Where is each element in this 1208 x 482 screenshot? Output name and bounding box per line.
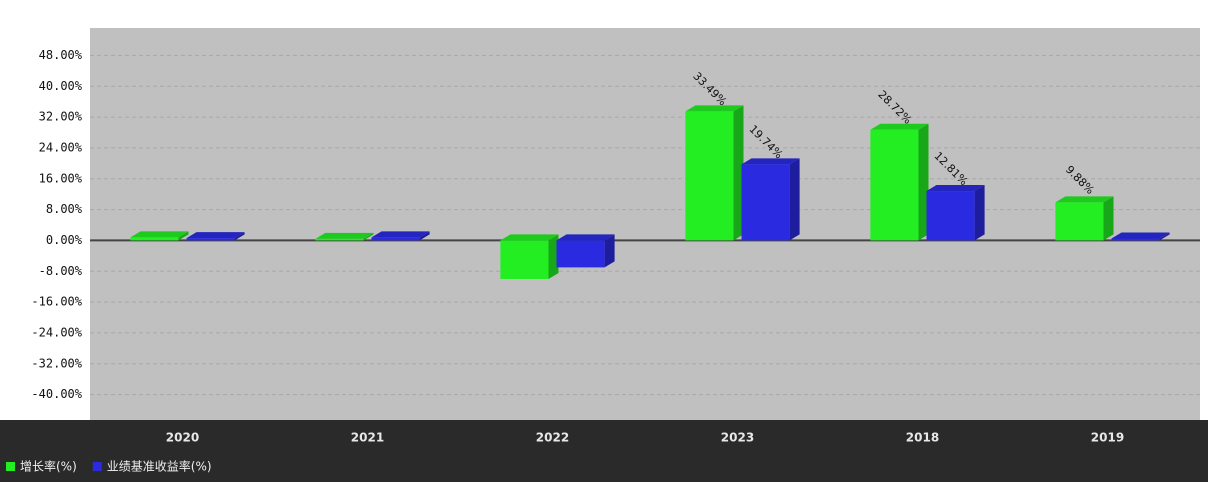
bar [556, 240, 605, 268]
bar [130, 237, 179, 241]
bar-top [741, 158, 800, 165]
bar-side [1103, 196, 1114, 241]
y-tick-label: 48.00% [39, 48, 83, 62]
bar [500, 240, 549, 279]
bar-side [363, 232, 374, 241]
bar [186, 238, 235, 241]
bar [371, 237, 420, 241]
bar-top [870, 123, 929, 130]
bar-top [685, 105, 744, 112]
x-tick-label: 2022 [536, 431, 569, 445]
bar [741, 164, 790, 241]
bar-top [186, 232, 245, 239]
legend-swatch [92, 462, 102, 471]
x-tick-label: 2023 [721, 431, 754, 445]
bar-top [315, 232, 374, 239]
y-tick-label: -32.00% [31, 356, 82, 370]
bar [315, 238, 364, 241]
bar [1111, 238, 1160, 241]
bar-side [604, 234, 615, 268]
y-tick-label: -16.00% [31, 295, 82, 309]
bar-top [500, 234, 559, 241]
y-tick-label: 40.00% [39, 79, 83, 93]
y-tick-label: 32.00% [39, 110, 83, 124]
y-tick-label: 0.00% [46, 233, 83, 247]
bar-top [926, 185, 985, 192]
y-tick-label: 24.00% [39, 140, 83, 154]
bar [1055, 202, 1104, 241]
x-tick-label: 2020 [166, 431, 199, 445]
legend-label: 业绩基准收益率(%) [107, 459, 212, 474]
y-tick-label: 8.00% [46, 202, 83, 216]
bar-side [974, 185, 985, 241]
bar-side [419, 231, 430, 241]
y-tick-label: 16.00% [39, 171, 83, 185]
x-tick-label: 2018 [906, 431, 939, 445]
bar [870, 129, 919, 241]
bar-side [178, 231, 189, 241]
bar-side [789, 158, 800, 241]
y-tick-label: -24.00% [31, 325, 82, 339]
x-tick-label: 2019 [1091, 431, 1124, 445]
plot-area [90, 28, 1200, 420]
legend-label: 增长率(%) [20, 459, 77, 474]
bar-top [130, 231, 189, 238]
legend-swatch [6, 462, 15, 471]
bar-side [234, 232, 245, 241]
bar-top [556, 234, 615, 241]
bar [685, 111, 734, 241]
bar-side [1159, 232, 1170, 241]
bar-side [918, 123, 929, 241]
footer [0, 420, 1208, 482]
bar-top [1111, 232, 1170, 239]
bar-side [733, 105, 744, 241]
bar-top [1055, 196, 1114, 203]
y-tick-label: -40.00% [31, 387, 82, 401]
bar [926, 191, 975, 241]
bar-side [548, 234, 559, 279]
y-tick-label: -8.00% [39, 264, 83, 278]
x-tick-label: 2021 [351, 431, 384, 445]
bar-top [371, 231, 430, 238]
